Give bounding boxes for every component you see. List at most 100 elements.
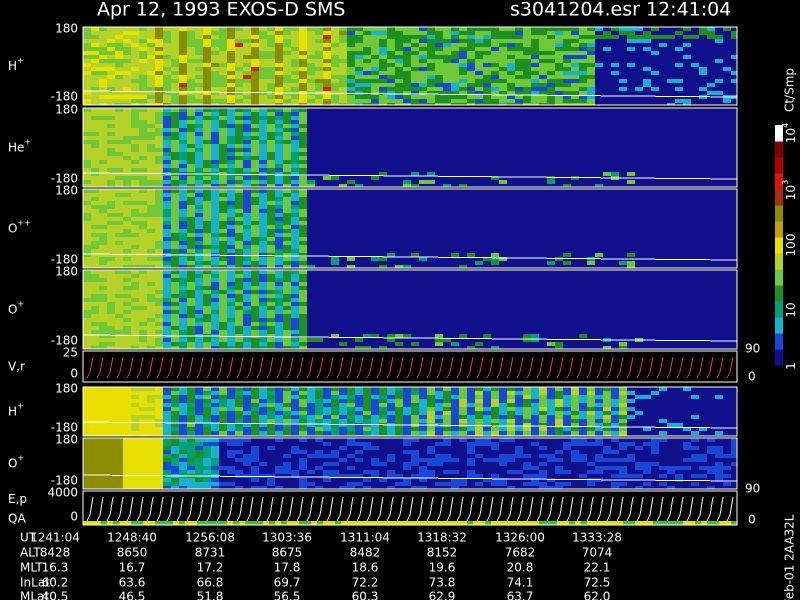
spectrogram-cell — [667, 67, 675, 71]
spectrogram-cell — [187, 27, 195, 31]
spectrogram-cell — [691, 136, 699, 140]
spectrogram-cell — [699, 39, 707, 43]
spectrogram-cell — [187, 79, 195, 83]
spectrogram-cell — [123, 245, 131, 249]
spectrogram-cell — [283, 43, 291, 47]
spectrogram-cell — [619, 229, 627, 233]
spectrogram-cell — [611, 91, 619, 95]
spectrogram-cell — [587, 144, 595, 148]
spectrogram-cell — [163, 67, 171, 71]
spectrogram-cell — [147, 160, 155, 164]
spectrogram-cell — [315, 51, 323, 55]
spectrogram-cell — [715, 91, 723, 95]
spectrogram-cell — [475, 156, 483, 160]
spectrogram-cell — [339, 116, 347, 120]
spectrogram-cell — [379, 87, 387, 91]
spectrogram-cell — [395, 112, 403, 116]
spectrogram-cell — [371, 209, 379, 213]
spectrogram-cell — [275, 67, 283, 71]
spectrogram-cell — [419, 257, 427, 261]
spectrogram-cell — [611, 249, 619, 253]
spectrogram-cell — [635, 261, 643, 265]
spectrogram-cell — [387, 91, 395, 95]
spectrogram-cell — [507, 265, 515, 268]
spectrogram-cell — [427, 209, 435, 213]
spectrogram-cell — [515, 124, 523, 128]
spectrogram-cell — [659, 156, 667, 160]
spectrogram-cell — [395, 164, 403, 168]
spectrogram-cell — [275, 99, 283, 103]
spectrogram-cell — [195, 233, 203, 237]
spectrogram-cell — [507, 152, 515, 156]
spectrogram-cell — [203, 148, 211, 152]
spectrogram-cell — [91, 132, 99, 136]
spectrogram-cell — [683, 229, 691, 233]
spectrogram-cell — [451, 75, 459, 79]
spectrogram-cell — [107, 112, 115, 116]
spectrogram-cell — [363, 265, 371, 268]
spectrogram-cell — [523, 217, 531, 221]
spectrogram-cell — [371, 180, 379, 184]
spectrogram-cell — [491, 39, 499, 43]
spectrogram-cell — [195, 83, 203, 87]
spectrogram-cell — [595, 193, 603, 197]
spectrogram-cell — [619, 164, 627, 168]
spectrogram-cell — [123, 35, 131, 39]
spectrogram-cell — [283, 217, 291, 221]
spectrogram-cell — [619, 148, 627, 152]
spectrogram-cell — [603, 39, 611, 43]
spectrogram-cell — [243, 233, 251, 237]
spectrogram-cell — [283, 75, 291, 79]
spectrogram-cell — [683, 261, 691, 265]
spectrogram-cell — [123, 95, 131, 99]
spectrogram-cell — [707, 237, 715, 241]
spectrogram-cell — [203, 229, 211, 233]
spectrogram-cell — [323, 116, 331, 120]
spectrogram-cell — [371, 245, 379, 249]
spectrogram-cell — [387, 201, 395, 205]
spectrogram-cell — [259, 144, 267, 148]
spectrogram-cell — [667, 217, 675, 221]
spectrogram-cell — [715, 47, 723, 51]
spectrogram-cell — [363, 140, 371, 144]
spectrogram-cell — [251, 79, 259, 83]
spectrogram-cell — [595, 103, 603, 105]
spectrogram-cell — [251, 75, 259, 79]
spectrogram-cell — [203, 168, 211, 172]
spectrogram-cell — [619, 35, 627, 39]
spectrogram-cell — [651, 237, 659, 241]
spectrogram-cell — [619, 237, 627, 241]
spectrogram-cell — [227, 261, 235, 265]
spectrogram-cell — [267, 168, 275, 172]
spectrogram-cell — [403, 249, 411, 253]
spectrogram-cell — [499, 197, 507, 201]
spectrogram-cell — [547, 95, 555, 99]
spectrogram-cell — [211, 116, 219, 120]
spectrogram-cell — [539, 87, 547, 91]
spectrogram-cell — [227, 193, 235, 197]
spectrogram-cell — [251, 184, 259, 187]
spectrogram-cell — [707, 217, 715, 221]
spectrogram-cell — [115, 237, 123, 241]
spectrogram-cell — [659, 144, 667, 148]
spectrogram-cell — [563, 103, 571, 105]
spectrogram-cell — [411, 253, 419, 257]
spectrogram-cell — [283, 168, 291, 172]
spectrogram-cell — [731, 233, 737, 237]
spectrogram-cell — [395, 189, 403, 193]
spectrogram-cell — [259, 213, 267, 217]
spectrogram-cell — [195, 217, 203, 221]
spectrogram-cell — [435, 193, 443, 197]
spectrogram-cell — [491, 51, 499, 55]
spectrogram-cell — [659, 128, 667, 132]
spectrogram-cell — [347, 75, 355, 79]
spectrogram-cell — [683, 225, 691, 229]
spectrogram-cell — [723, 245, 731, 249]
spectrogram-cell — [587, 261, 595, 265]
spectrogram-cell — [147, 164, 155, 168]
spectrogram-cell — [643, 265, 651, 268]
spectrogram-cell — [635, 120, 643, 124]
spectrogram-cell — [379, 132, 387, 136]
spectrogram-cell — [283, 136, 291, 140]
spectrogram-cell — [579, 136, 587, 140]
